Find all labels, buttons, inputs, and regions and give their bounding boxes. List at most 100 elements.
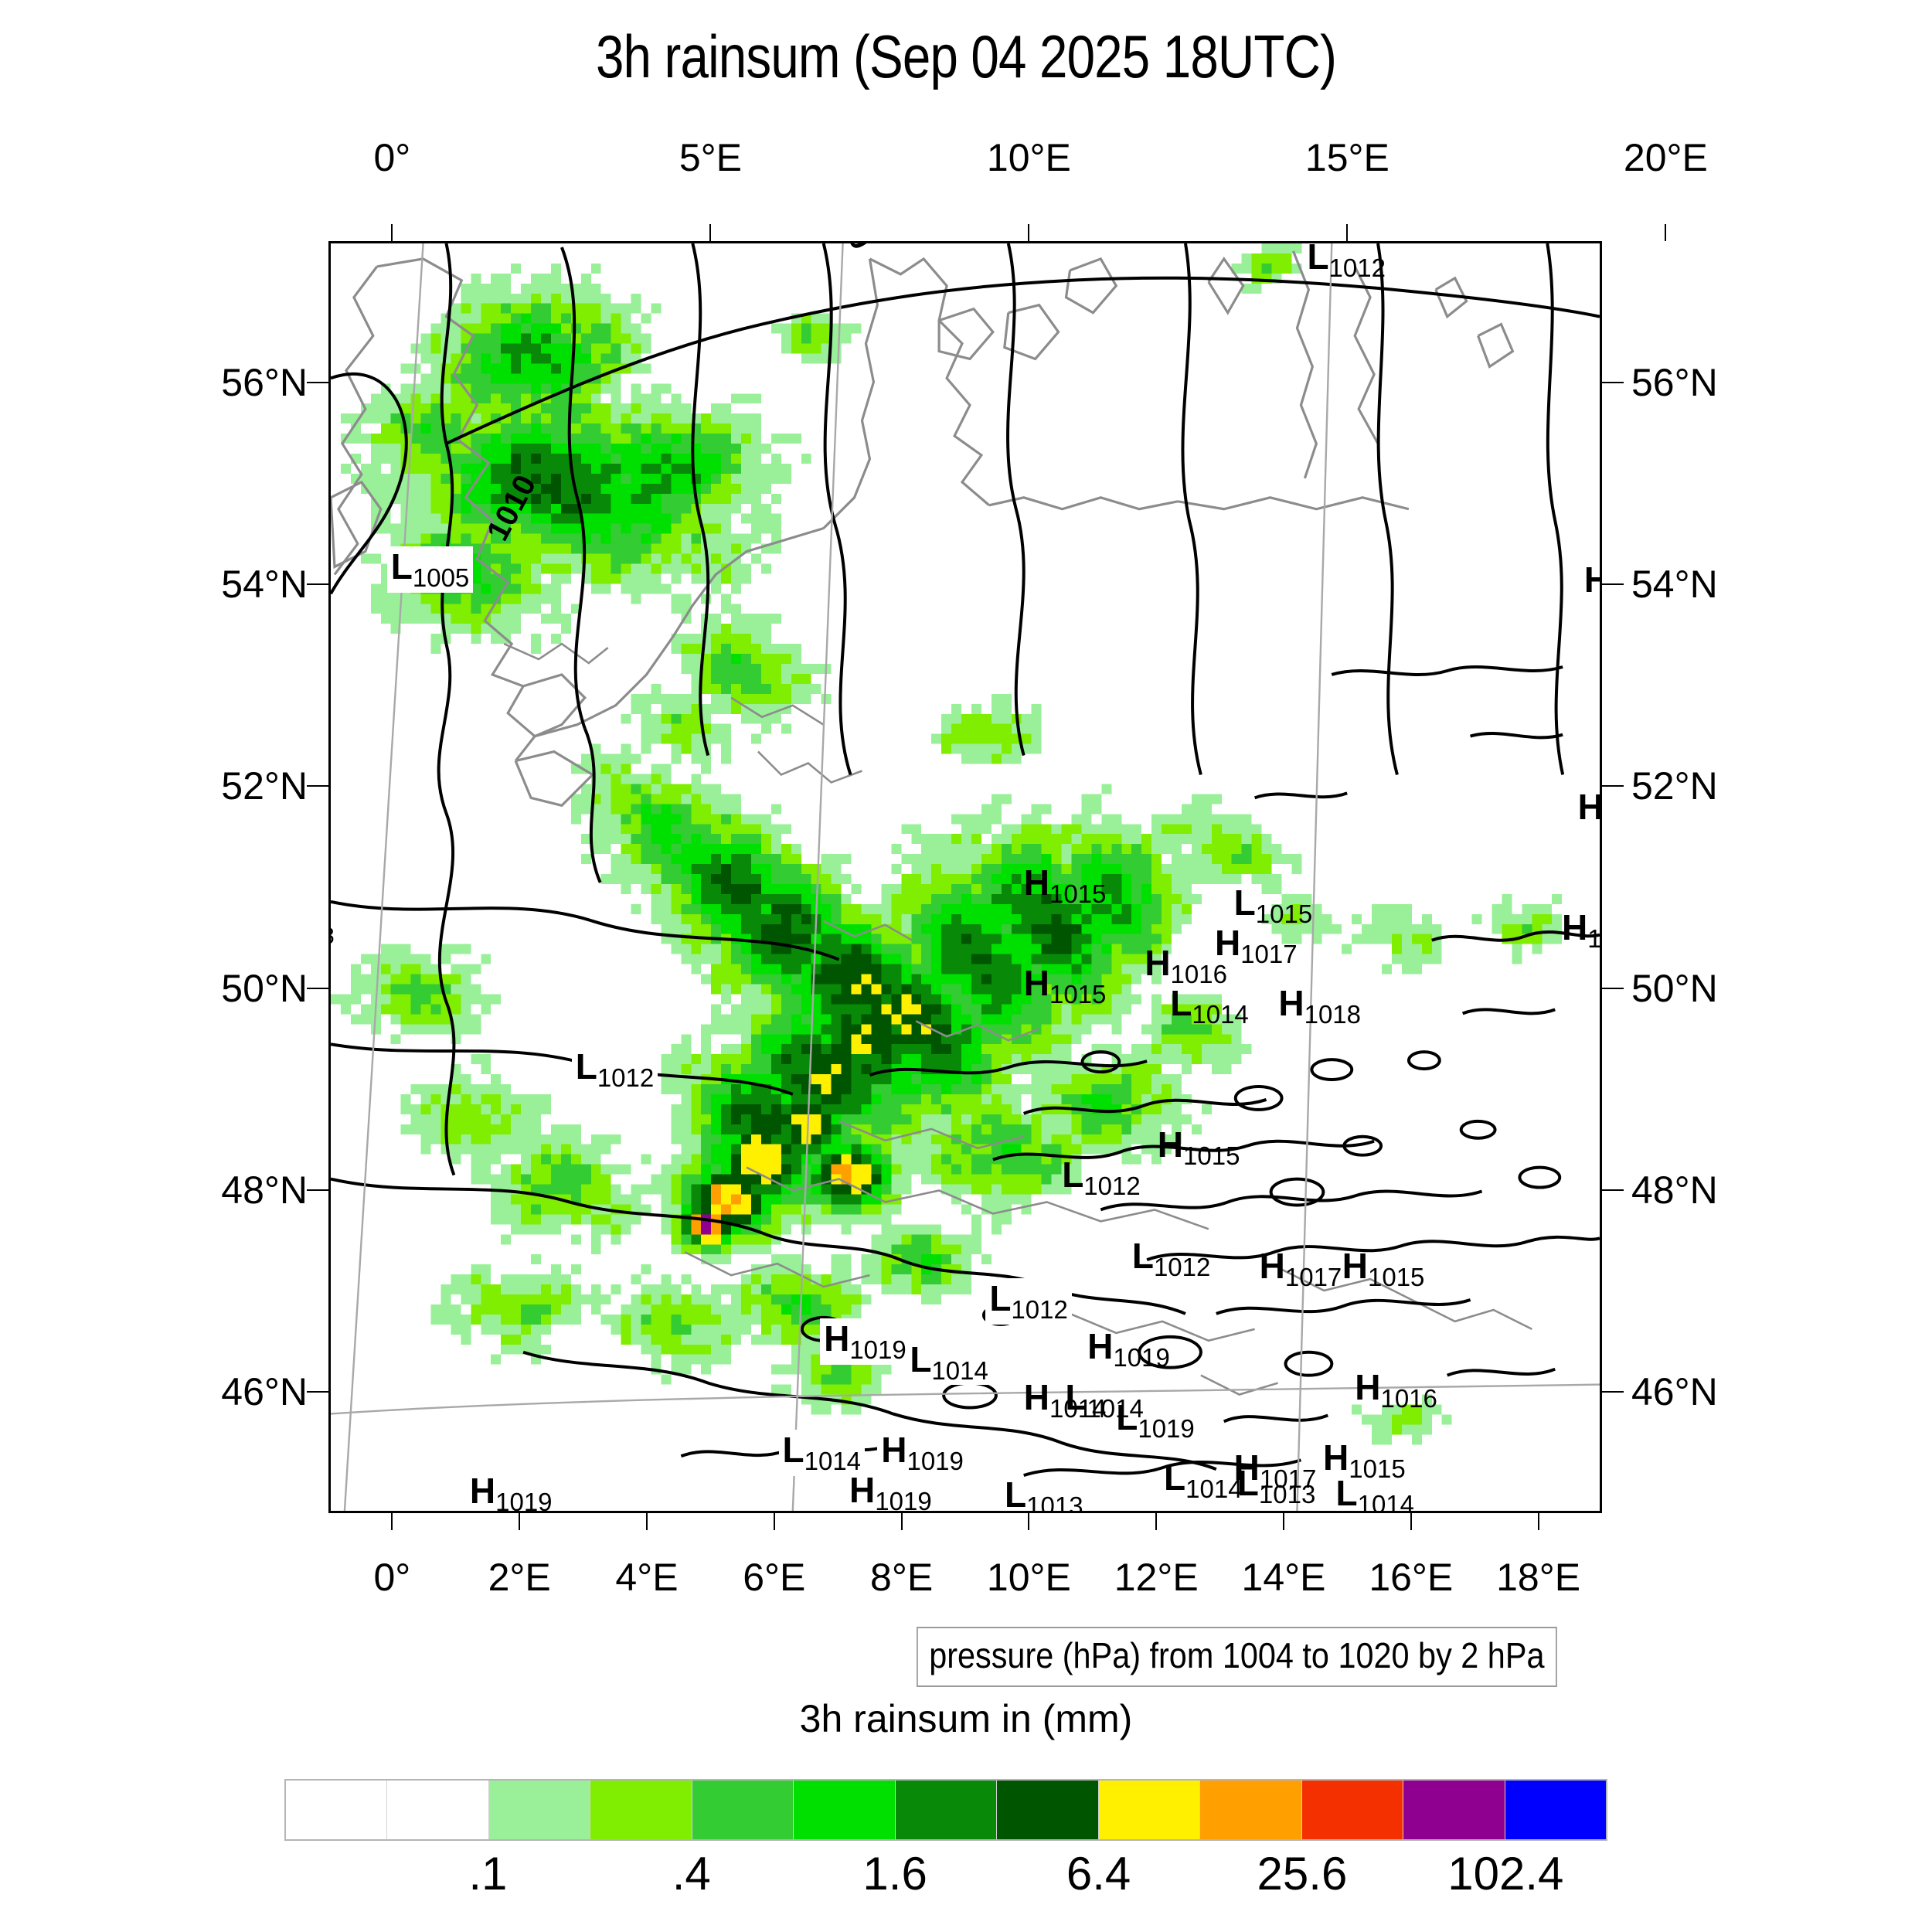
pressure-center-value: 1014 [931,1355,988,1385]
axis-label-left-2: 52°N [221,764,308,808]
tick-top-3 [1346,224,1349,241]
colorbar-label-4: 25.6 [1257,1848,1348,1900]
pressure-center-value: 1014 [1049,1393,1107,1423]
page-title: 3h rainsum (Sep 04 2025 18UTC) [595,22,1337,90]
pressure-center-type: H [1023,1376,1049,1417]
axis-label-top-1: 5°E [679,136,742,179]
pressure-center-h-1016-6: H1016 [1145,945,1227,987]
pressure-center-type: L [390,546,413,587]
colorbar-label-1: .4 [672,1848,711,1900]
axis-label-bottom-8: 16°E [1369,1556,1454,1599]
axis-label-bottom-2: 4°E [615,1556,679,1599]
colorbar-cell-4 [692,1781,794,1839]
colorbar-cell-12 [1505,1781,1607,1839]
tick-bottom-1 [519,1513,521,1530]
pressure-center-value: 1014 [1087,1393,1144,1423]
pressure-center-value: 1017 [1284,1262,1342,1291]
pressure-center-type: L [1131,1235,1154,1276]
pressure-center-h-1017-27: H1017 [1234,1450,1317,1492]
axis-label-top-2: 10°E [986,136,1071,179]
pressure-center-l-1013-30: L1013 [1005,1475,1083,1513]
pressure-center-type: H [469,1471,496,1512]
axis-label-right-0: 56°N [1631,360,1718,404]
pressure-center-type: H [1577,786,1602,827]
colorbar-cell-6 [895,1781,998,1839]
pressure-center-h-1019-31: H1019 [469,1471,553,1512]
pressure-center-type: L [1005,1475,1027,1513]
colorbar-cell-7 [997,1781,1099,1839]
tick-bottom-3 [773,1513,775,1530]
pressure-center-l-1012-11: L1012 [1062,1157,1141,1199]
pressure-center-h-1010-33: H1010 [1577,786,1602,831]
colorbar-cell-3 [590,1781,692,1839]
pressure-center-value: 1015 [1049,980,1107,1009]
pressure-center-h-1019-18: H1019 [1087,1328,1170,1370]
tick-right-3 [1602,987,1624,989]
colorbar-cell-8 [1098,1781,1201,1839]
pressure-center-type: L [1164,1458,1186,1498]
coastline-layer [331,250,1515,808]
axis-label-top-4: 20°E [1623,136,1708,179]
tick-top-1 [709,224,712,241]
pressure-center-h-1015-25: H1015 [1323,1440,1406,1481]
contour-label-8: 8 [331,923,335,950]
pressure-center-value: 1019 [1138,1413,1195,1443]
axis-label-bottom-1: 2°E [488,1556,551,1599]
pressure-center-type: L [910,1338,932,1379]
pressure-center-l-1012-2: L1012 [571,1046,658,1093]
colorbar[interactable] [284,1779,1607,1841]
pressure-center-value: 1015 [1255,899,1313,928]
pressure-center-type: H [1355,1366,1381,1407]
axis-label-left-4: 48°N [221,1168,308,1212]
pressure-center-type: H [1342,1245,1368,1286]
tick-bottom-2 [646,1513,648,1530]
pressure-center-value: 1019 [875,1487,932,1513]
pressure-center-value: 10 [1587,924,1602,954]
axis-label-bottom-3: 6°E [743,1556,806,1599]
tick-left-0 [307,381,328,383]
pressure-center-value: 1012 [1153,1252,1211,1281]
colorbar-cell-0 [286,1781,388,1839]
axis-label-right-2: 52°N [1631,764,1718,808]
map-plot-area[interactable]: 1010 1010 8 L1005L1012L1012H1015H1015L10… [328,241,1602,1513]
pressure-center-l-1015-5: L1015 [1234,885,1313,927]
pressure-center-l-1012-1: L1012 [1307,243,1386,281]
tick-right-0 [1602,381,1624,383]
pressure-center-h-1019-16: H1019 [820,1318,910,1366]
pressure-center-l-1012-12: L1012 [1132,1238,1211,1280]
isobar-layer [331,243,1600,1478]
pressure-center-value: 1012 [597,1063,655,1092]
pressure-center-h-1016-19: H1016 [1355,1369,1437,1411]
pressure-center-value: 1016 [1170,959,1227,988]
pressure-center-h-1015-14: H1015 [1342,1248,1425,1290]
colorbar-label-2: 1.6 [862,1848,927,1900]
pressure-center-type: H [1278,983,1304,1024]
pressure-center-l-1012-15: L1012 [985,1278,1072,1325]
pressure-center-h-1018-9: H1018 [1278,985,1361,1027]
colorbar-cell-5 [794,1781,896,1839]
pressure-center-type: H [1562,907,1588,948]
colorbar-label-5: 102.4 [1447,1848,1564,1900]
axis-label-bottom-4: 8°E [870,1556,934,1599]
pressure-center-l-1019-22: L1019 [1116,1400,1195,1441]
map-svg [331,243,1600,1511]
pressure-center-type: L [1170,983,1192,1024]
tick-bottom-9 [1537,1513,1539,1530]
tick-right-1 [1602,583,1624,586]
pressure-center-type: H [1259,1245,1285,1286]
colorbar-label-3: 6.4 [1066,1848,1131,1900]
axis-label-bottom-5: 10°E [986,1556,1071,1599]
pressure-center-type: H [1214,922,1241,963]
axis-label-right-5: 46°N [1631,1370,1718,1414]
tick-bottom-5 [1028,1513,1030,1530]
pressure-center-type: H [824,1318,850,1359]
tick-right-4 [1602,1189,1624,1191]
axis-label-left-5: 46°N [221,1370,308,1414]
axis-label-top-3: 15°E [1304,136,1389,179]
axis-label-left-3: 50°N [221,966,308,1010]
tick-top-2 [1028,224,1030,241]
axis-label-top-0: 0° [373,136,411,179]
inland-border-layer [503,642,1532,1396]
tick-bottom-0 [391,1513,393,1530]
pressure-center-value: 1015 [1367,1262,1425,1291]
